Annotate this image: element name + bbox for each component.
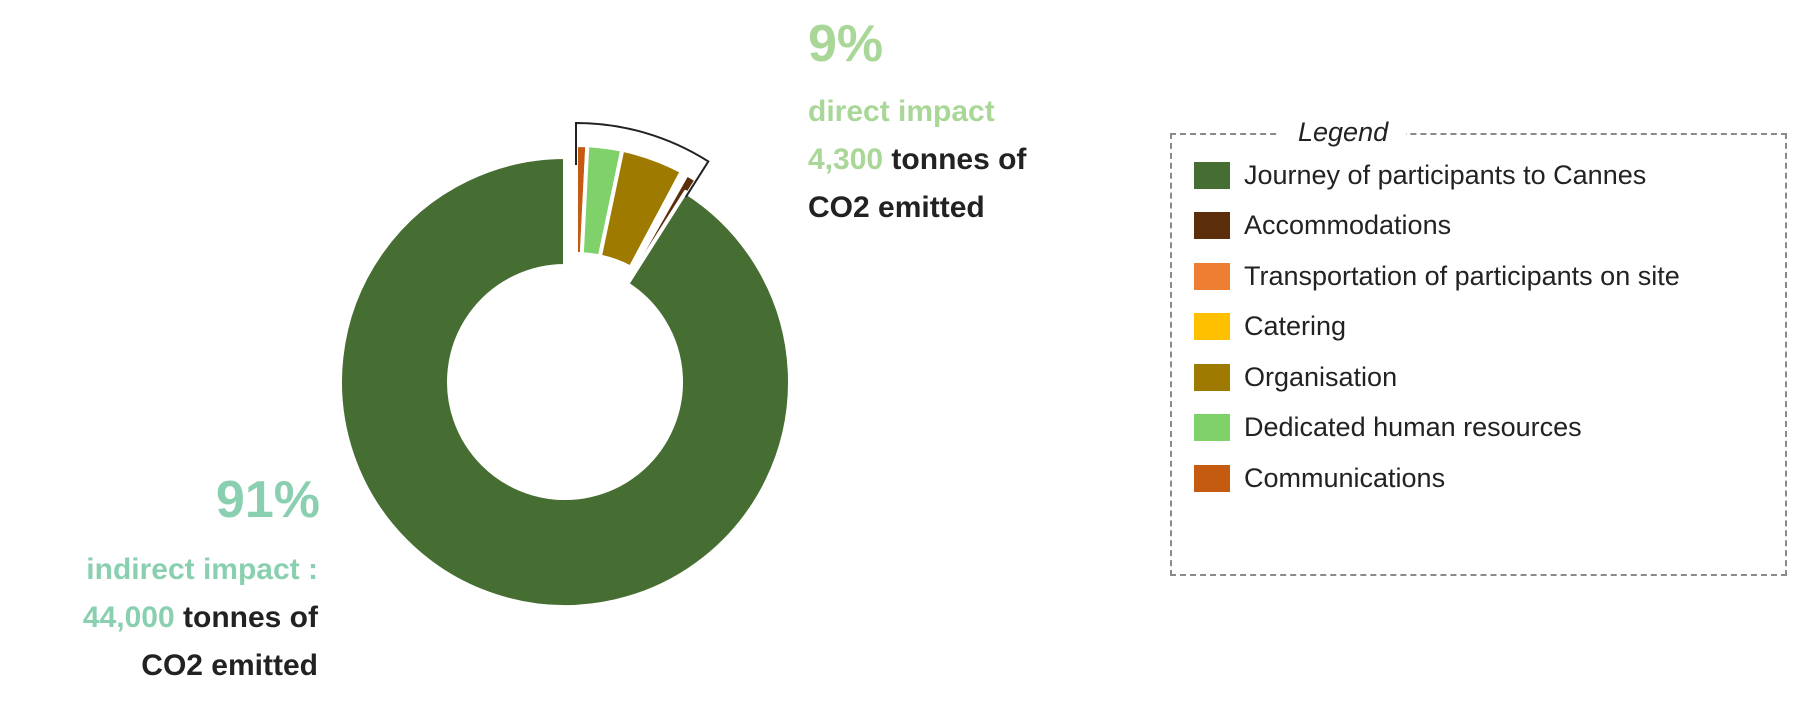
legend-title: Legend <box>1280 117 1407 148</box>
direct-impact-annotation: direct impact 4,300 tonnes of CO2 emitte… <box>808 88 1026 232</box>
legend-item: Organisation <box>1194 359 1397 395</box>
direct-impact-unit-2: CO2 emitted <box>808 191 985 224</box>
legend-swatch <box>1194 363 1230 391</box>
legend-item: Journey of participants to Cannes <box>1194 157 1646 193</box>
indirect-impact-unit-1: tonnes of <box>183 601 318 634</box>
direct-impact-label: direct impact <box>808 95 995 128</box>
legend-item: Communications <box>1194 460 1445 496</box>
direct-impact-amount-line: 4,300 tonnes of <box>808 136 1026 184</box>
legend-item: Dedicated human resources <box>1194 410 1582 446</box>
indirect-impact-label: indirect impact : <box>86 553 318 586</box>
indirect-impact-percent: 91% <box>215 471 320 529</box>
legend-label: Accommodations <box>1244 210 1452 240</box>
legend-swatch <box>1194 414 1230 441</box>
legend-label: Transportation of participants on site <box>1244 260 1680 291</box>
legend-swatch <box>1194 212 1230 239</box>
legend-item: Transportation of participants on site <box>1194 258 1680 294</box>
donut-slice-journey-of-participants-to-cannes <box>338 155 792 609</box>
indirect-impact-amount-line: 44,000 tonnes of <box>0 594 318 642</box>
indirect-impact-unit-2: CO2 emitted <box>141 649 318 682</box>
legend-swatch <box>1194 262 1230 290</box>
direct-impact-bracket <box>575 121 710 198</box>
legend-item: Accommodations <box>1194 208 1451 244</box>
legend-label: Organisation <box>1244 361 1398 392</box>
legend: Legend Journey of participants to Cannes… <box>1170 117 1787 576</box>
legend-swatch <box>1194 313 1230 340</box>
indirect-impact-amount: 44,000 <box>82 601 175 634</box>
indirect-impact-annotation: indirect impact : 44,000 tonnes of CO2 e… <box>0 546 318 690</box>
legend-label: Dedicated human resources <box>1244 412 1582 442</box>
legend-item: Catering <box>1194 309 1346 345</box>
direct-impact-percent: 9% <box>808 15 884 73</box>
legend-swatch <box>1194 464 1230 492</box>
direct-impact-amount: 4,300 <box>808 143 884 176</box>
direct-impact-unit-1: tonnes of <box>891 143 1027 176</box>
legend-label: Catering <box>1244 311 1347 341</box>
legend-swatch <box>1194 161 1230 189</box>
legend-label: Journey of participants to Cannes <box>1244 159 1647 190</box>
legend-label: Communications <box>1244 462 1446 493</box>
